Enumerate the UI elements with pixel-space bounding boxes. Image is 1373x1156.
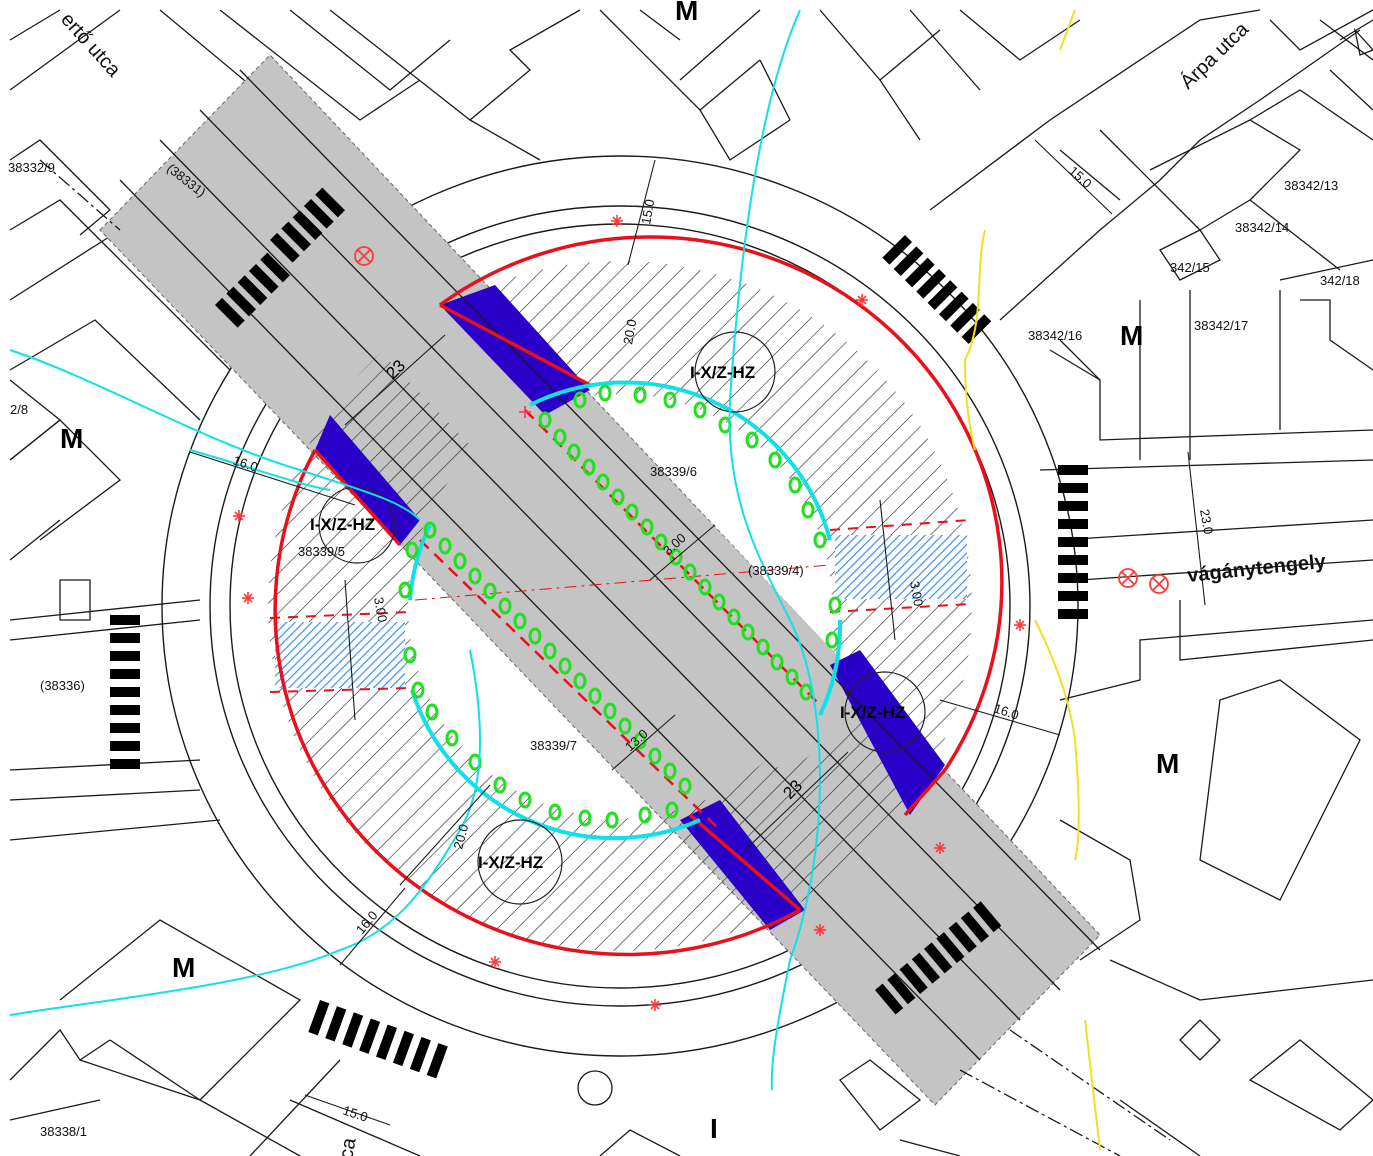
street-bottom: ca [335,1135,360,1156]
parcel-38342-17: 38342/17 [1194,318,1248,333]
dim-16-right: 16.0 [992,701,1021,723]
zone-letters: M M M M M I [60,0,1179,1144]
crossing-right [835,535,967,599]
parcel-38342-13: 38342/13 [1284,178,1338,193]
parcel-38336: (38336) [40,678,85,693]
parcel-38339-4: (38339/4) [748,563,804,578]
yellow-lines [963,9,1101,1151]
parcel-342-15: 342/15 [1170,260,1210,275]
parcel-2-8: 2/8 [10,402,28,417]
dim-15-vertical: 15.0 [638,198,657,226]
parcel-342-18: 342/18 [1320,273,1360,288]
parcel-38339-7: 38339/7 [530,738,577,753]
dim-3-left: 3.00 [371,596,390,624]
platform-left [315,415,420,545]
zone-codes: I-X/Z-HZ I-X/Z-HZ I-X/Z-HZ I-X/Z-HZ [310,363,905,872]
crossing-left [275,622,405,688]
zone-code-left: I-X/Z-HZ [310,515,375,534]
pedestrian-crossings [275,535,967,688]
zone-letter-m2: M [1120,320,1143,351]
dimension-lines [189,139,1206,1126]
utility-lines [9,9,821,1091]
dim-20-bottom: 20.0 [450,822,471,850]
track-lines [39,69,1171,1156]
zone-code-right: I-X/Z-HZ [840,703,905,722]
zone-letter-m-top: M [675,0,698,26]
hatched-zone [268,261,972,951]
parcel-38342-16: 38342/16 [1028,328,1082,343]
parcel-38342-14: 38342/14 [1235,220,1289,235]
zone-code-top: I-X/Z-HZ [690,363,755,382]
parcel-38339-5: 38339/5 [298,544,345,559]
zone-letter-m1: M [60,423,83,454]
green-markers [398,384,842,829]
circle-markers [354,246,1169,594]
crosswalks [110,187,1088,1079]
survey-markers [233,215,1026,1011]
zone-letter-m3: M [1156,748,1179,779]
dim-20-top: 20.0 [620,318,639,346]
zone-letter-i: I [710,1113,718,1144]
parcel-38332-9: 38332/9 [8,160,55,175]
dim-3-right: 3.00 [907,580,926,608]
dim-16-left: 16.0 [231,453,260,475]
zone-letter-m4: M [172,952,195,983]
parcel-38338-1: 38338/1 [40,1124,87,1139]
platform-top [440,285,590,415]
parcel-38339-6: 38339/6 [650,464,697,479]
dim-23-vertical: 23.0 [1197,508,1216,536]
zone-code-bottom: I-X/Z-HZ [478,853,543,872]
dim-15-bottom: 15.0 [341,1103,370,1125]
